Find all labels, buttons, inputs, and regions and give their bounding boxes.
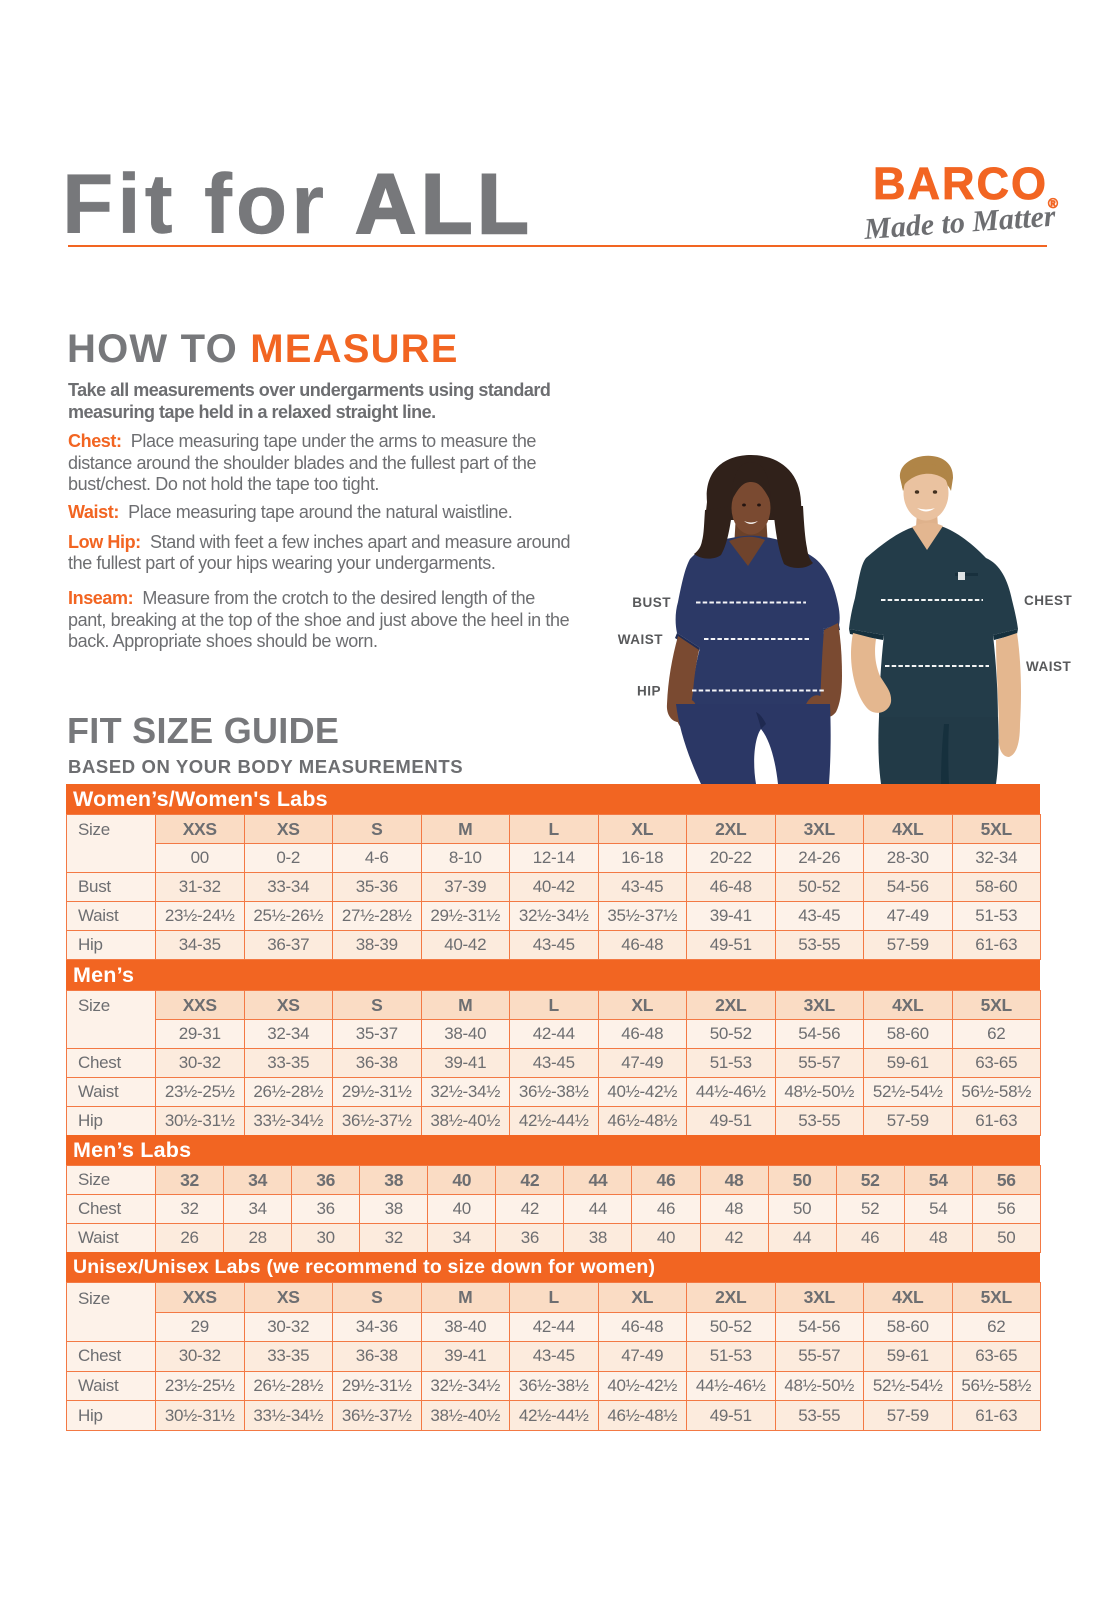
svg-text:BUST: BUST [632, 595, 671, 610]
svg-text:WAIST: WAIST [1026, 659, 1072, 674]
svg-text:HIP: HIP [637, 684, 661, 699]
svg-text:CHEST: CHEST [1024, 593, 1073, 608]
svg-text:WAIST: WAIST [618, 632, 664, 647]
